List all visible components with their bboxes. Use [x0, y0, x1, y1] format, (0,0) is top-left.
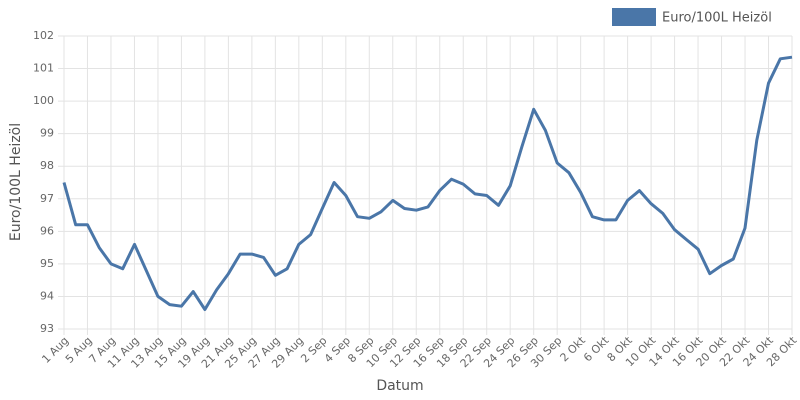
data-line [62, 55, 793, 311]
y-tick-label: 97 [40, 192, 54, 205]
legend-label: Euro/100L Heizöl [662, 11, 772, 26]
y-tick-label: 102 [33, 29, 54, 42]
y-tick-label: 101 [33, 62, 54, 75]
y-tick-label: 96 [40, 224, 54, 237]
y-tick-label: 94 [40, 289, 54, 302]
y-tick-label: 100 [33, 94, 54, 107]
y-tick-label: 98 [40, 159, 54, 172]
x-tick-label: 6 Okt [581, 334, 612, 365]
y-tick-label: 95 [40, 257, 54, 270]
y-axis-title: Euro/100L Heizöl [8, 123, 24, 241]
x-tick-label: 2 Okt [558, 334, 589, 365]
y-tick-label: 99 [40, 127, 54, 140]
legend-swatch [612, 8, 656, 26]
x-axis-title: Datum [376, 378, 423, 394]
y-tick-label: 93 [40, 322, 54, 335]
